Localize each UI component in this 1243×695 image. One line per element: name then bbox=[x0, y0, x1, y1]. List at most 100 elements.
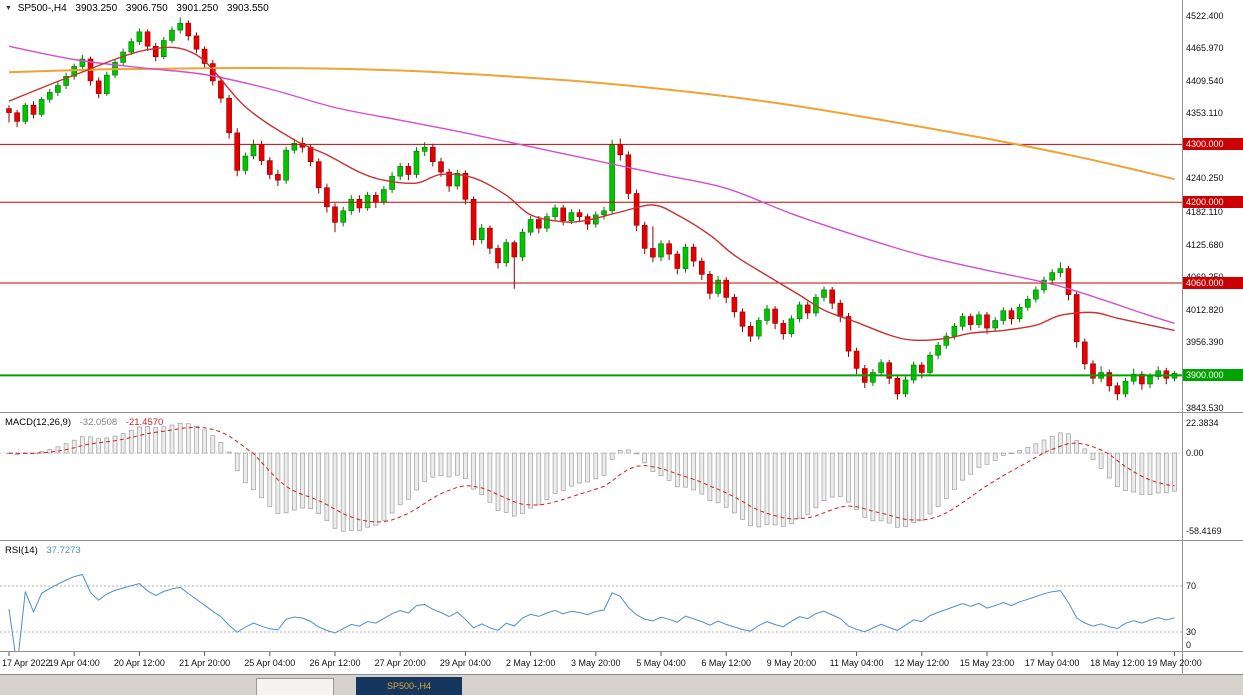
macd-bar bbox=[1041, 439, 1047, 454]
macd-bar bbox=[723, 452, 729, 508]
macd-bar bbox=[397, 452, 403, 506]
macd-bar bbox=[316, 452, 322, 514]
macd-bar bbox=[976, 452, 982, 468]
macd-bar bbox=[732, 452, 737, 514]
candle-bullish bbox=[1033, 289, 1039, 300]
candle-bullish bbox=[592, 214, 599, 225]
candle-bearish bbox=[560, 207, 567, 221]
macd-bar bbox=[1009, 452, 1014, 454]
macd-bar bbox=[1115, 452, 1120, 488]
tab-active-chart[interactable]: SP500-,H4 bbox=[356, 677, 462, 695]
candle-bullish bbox=[1147, 376, 1153, 385]
macd-bar bbox=[992, 452, 998, 461]
candle-bullish bbox=[544, 216, 550, 229]
candle-bullish bbox=[1155, 370, 1161, 377]
candle-bearish bbox=[1008, 310, 1015, 320]
macd-bar bbox=[454, 452, 460, 476]
symbol-dropdown-icon[interactable]: ▼ bbox=[5, 4, 12, 12]
ma-fast-red bbox=[8, 46, 1175, 342]
macd-bar bbox=[772, 452, 778, 526]
macd-main-value: -32.0508 bbox=[79, 417, 118, 428]
macd-bar bbox=[699, 452, 705, 495]
candle-bullish bbox=[136, 31, 143, 42]
macd-bar bbox=[96, 438, 102, 454]
macd-bar bbox=[658, 452, 664, 476]
candle-bearish bbox=[650, 248, 656, 258]
tab-placeholder[interactable] bbox=[256, 678, 334, 695]
macd-bar bbox=[617, 449, 623, 454]
candle-bullish bbox=[1049, 272, 1055, 281]
candle-bearish bbox=[487, 227, 493, 249]
candle-bullish bbox=[1130, 373, 1137, 382]
candle-bullish bbox=[519, 231, 526, 258]
candle-bearish bbox=[234, 132, 240, 171]
macd-bar bbox=[577, 452, 582, 484]
macd-bar bbox=[593, 452, 599, 480]
macd-bar bbox=[528, 452, 533, 509]
candle-bullish bbox=[478, 227, 485, 240]
candle-bearish bbox=[1106, 372, 1113, 387]
macd-bar bbox=[960, 452, 965, 481]
macd-bar bbox=[275, 452, 281, 515]
macd-bar bbox=[854, 452, 859, 510]
candle-bearish bbox=[429, 147, 436, 163]
macd-bar bbox=[1033, 443, 1039, 454]
candle-bearish bbox=[690, 246, 697, 262]
macd-bar bbox=[1058, 432, 1063, 454]
macd-bar bbox=[112, 435, 118, 454]
candle-bullish bbox=[951, 325, 958, 337]
candle-bearish bbox=[633, 193, 640, 226]
macd-signal-value: -21.4570 bbox=[125, 417, 164, 428]
candle-bearish bbox=[307, 147, 314, 163]
candle-bullish bbox=[1016, 306, 1023, 320]
candle-bullish bbox=[609, 144, 615, 212]
rsi-value: 37.7273 bbox=[46, 545, 81, 556]
candle-bullish bbox=[1057, 268, 1064, 273]
macd-bar bbox=[1000, 452, 1006, 456]
macd-bar bbox=[479, 452, 485, 495]
macd-bar bbox=[1155, 452, 1161, 494]
candle-bearish bbox=[95, 80, 102, 94]
macd-bar bbox=[650, 452, 656, 472]
macd-bar bbox=[234, 452, 240, 472]
macd-bar bbox=[1106, 452, 1112, 479]
macd-bar bbox=[324, 452, 330, 521]
candle-bearish bbox=[853, 350, 860, 369]
macd-bar bbox=[789, 452, 794, 524]
candle-bearish bbox=[576, 212, 583, 217]
candle-bullish bbox=[682, 246, 689, 269]
candle-bearish bbox=[723, 279, 730, 298]
macd-bar bbox=[552, 452, 558, 494]
macd-bar bbox=[536, 452, 542, 506]
macd-bar bbox=[226, 451, 232, 454]
candle-bullish bbox=[104, 74, 110, 94]
candle-bearish bbox=[258, 144, 265, 161]
candle-bearish bbox=[772, 308, 778, 324]
candle-bullish bbox=[55, 85, 61, 93]
macd-name: MACD(12,26,9) bbox=[5, 417, 71, 428]
candle-bullish bbox=[63, 76, 69, 86]
candle-bearish bbox=[739, 311, 746, 327]
macd-bar bbox=[137, 426, 142, 454]
macd-bar bbox=[748, 452, 753, 527]
candle-bearish bbox=[201, 48, 208, 64]
candle-bullish bbox=[796, 304, 803, 320]
candle-bullish bbox=[1041, 279, 1047, 291]
macd-bar bbox=[511, 452, 517, 517]
macd-bar bbox=[935, 452, 941, 507]
rsi-indicator-label: RSI(14) 37.7273 bbox=[5, 545, 81, 556]
candle-bearish bbox=[666, 243, 672, 255]
macd-bar bbox=[846, 452, 851, 503]
macd-bar bbox=[340, 452, 346, 532]
candle-bearish bbox=[1073, 294, 1080, 343]
macd-bar bbox=[837, 452, 843, 497]
macd-bar bbox=[1025, 446, 1031, 454]
macd-bar bbox=[764, 452, 770, 525]
macd-bar bbox=[438, 452, 444, 477]
macd-bar bbox=[80, 436, 85, 454]
macd-bar bbox=[39, 451, 44, 454]
candle-bullish bbox=[1000, 310, 1007, 321]
candle-bearish bbox=[14, 112, 20, 122]
macd-bar bbox=[601, 452, 607, 476]
macd-bar bbox=[71, 439, 77, 454]
